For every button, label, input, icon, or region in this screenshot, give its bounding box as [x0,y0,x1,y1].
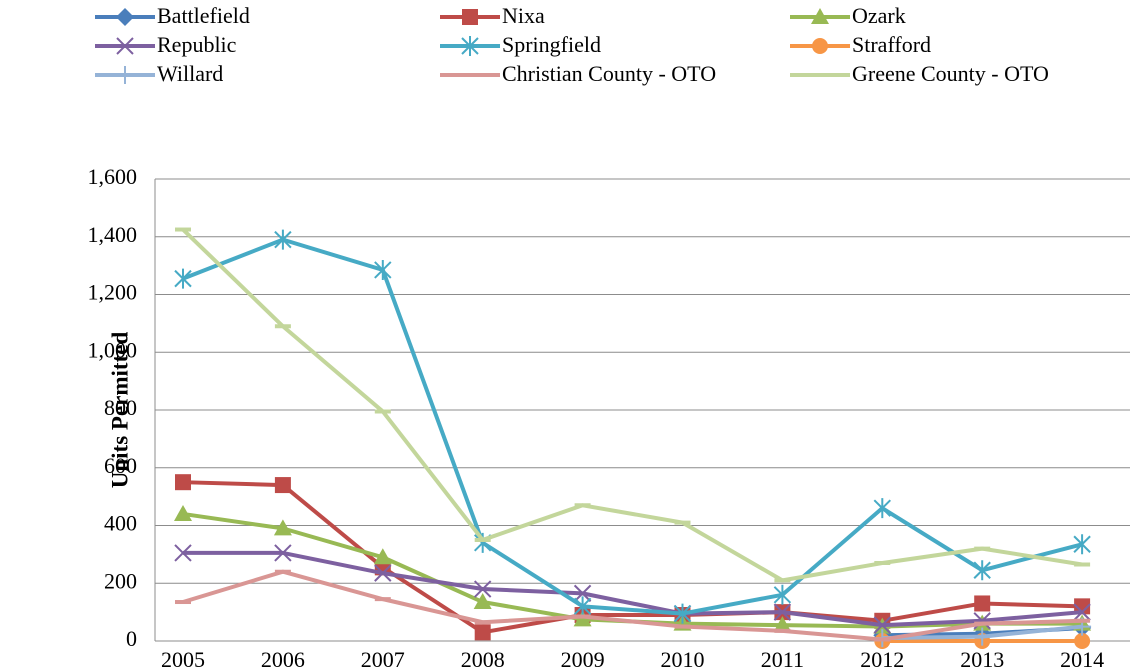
series-line [181,228,1083,583]
data-point [773,616,792,633]
x-tick-label: 2013 [960,647,1004,670]
data-point [274,229,292,250]
data-point [473,593,492,610]
data-point [174,268,192,289]
legend-marker [812,38,828,54]
data-point [473,580,492,598]
x-tick-label: 2008 [461,647,505,670]
x-tick-label: 2014 [1060,647,1104,670]
legend-label: Greene County - OTO [852,61,1049,86]
legend-marker [116,66,134,84]
series-line [183,550,1083,628]
data-point [573,584,592,603]
data-point [474,624,491,641]
data-point [773,584,792,605]
legend-label: Willard [157,61,223,86]
y-tick-label: 1,200 [88,280,138,305]
legend-label: Republic [157,32,237,57]
y-tick-label: 600 [104,453,137,478]
data-point [873,498,892,519]
y-tick-label: 1,600 [88,164,138,189]
legend-marker [116,37,134,55]
data-point [873,616,892,634]
x-tick-label: 2006 [261,647,305,670]
legend-label: Nixa [502,3,545,28]
series-line [182,237,1083,616]
x-tick-label: 2009 [561,647,605,670]
series-line [182,569,1083,642]
y-tick-label: 200 [104,568,137,593]
data-point [573,596,592,617]
data-point [673,603,692,624]
data-point [374,564,392,582]
legend-marker [461,36,479,56]
data-point [273,519,292,536]
data-point [773,603,792,621]
data-point [973,560,991,581]
data-point [274,544,292,562]
x-tick-label: 2005 [161,647,205,670]
x-tick-label: 2012 [860,647,904,670]
data-point [175,474,191,491]
data-point [374,259,392,280]
y-tick-label: 800 [104,395,137,420]
data-point [973,627,992,646]
y-tick-label: 1,400 [88,222,138,247]
data-point [174,544,192,562]
data-point [1074,633,1091,649]
data-point [373,548,392,565]
data-point [1073,603,1091,621]
y-tick-label: 1,000 [88,337,138,362]
y-tick-label: 400 [104,511,137,536]
y-tick-label: 0 [126,626,137,651]
data-point [1074,598,1091,615]
legend-marker [811,8,829,24]
legend-label: Ozark [852,3,906,28]
data-point [174,504,192,521]
x-tick-label: 2007 [361,647,405,670]
y-axis-label: Units Permitted [107,332,132,489]
series-line [182,480,1083,635]
legend-label: Springfield [502,32,601,57]
data-point [1073,534,1091,555]
data-point [974,595,991,612]
legend-label: Christian County - OTO [502,61,716,86]
data-point [274,477,291,494]
legend-marker [116,8,134,26]
legend-label: Battlefield [157,3,250,28]
legend-marker [462,9,478,25]
x-tick-label: 2010 [661,647,705,670]
legend-label: Strafford [852,32,931,57]
x-tick-label: 2011 [761,647,804,670]
